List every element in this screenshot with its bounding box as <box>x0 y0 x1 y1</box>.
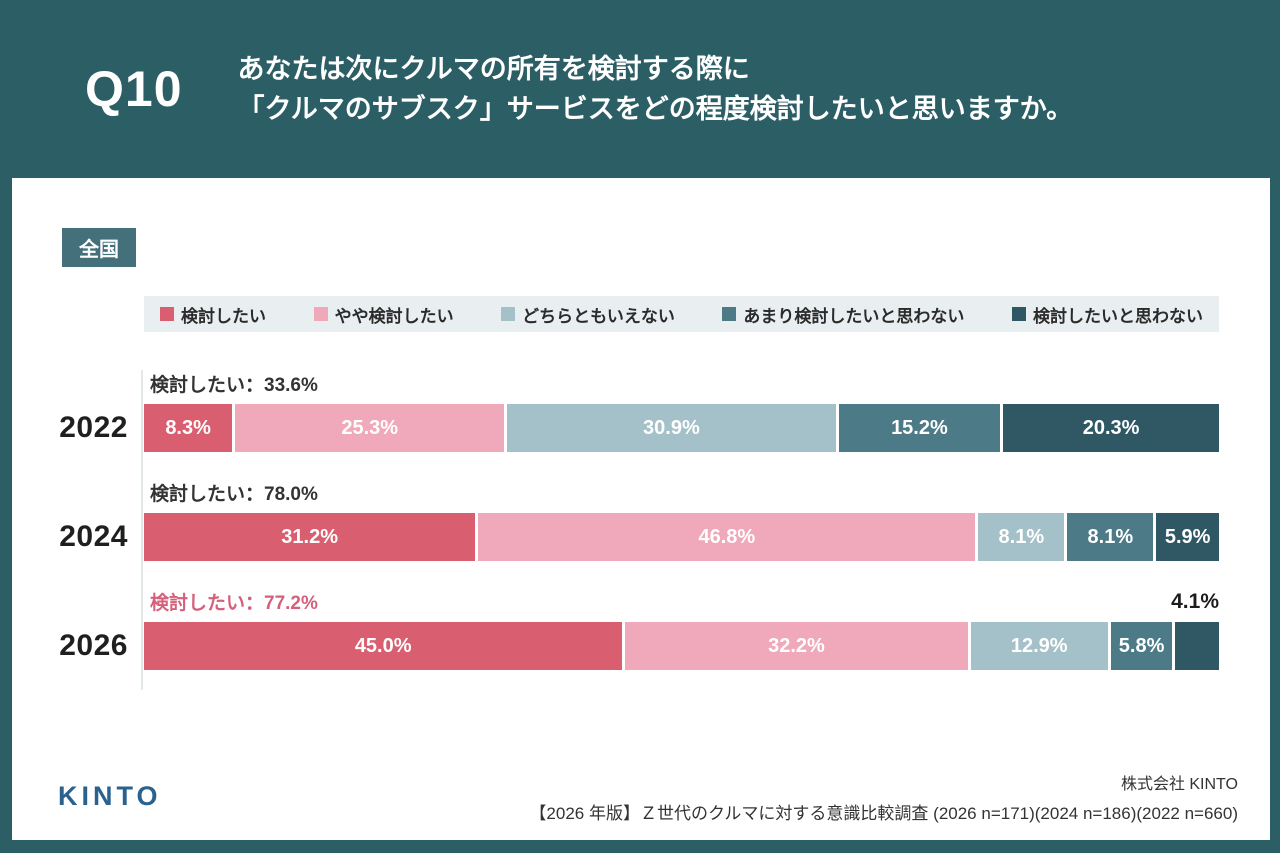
bar-segment-2022-2: 30.9% <box>507 404 836 452</box>
question-line-1: あなたは次にクルマの所有を検討する際に <box>237 53 750 84</box>
bar-wrap-2024: 2024 31.2% 46.8% 8.1% 8.1% 5.9% <box>59 513 1219 561</box>
bar-segment-2024-4: 5.9% <box>1156 513 1219 561</box>
bar-segment-2026-2: 12.9% <box>970 622 1108 670</box>
bar-segment-2024-2: 8.1% <box>978 513 1065 561</box>
row-annotation-2022: 検討したい：33.6% <box>150 375 318 396</box>
chart-row-2024: 検討したい：78.0% 2024 31.2% 46.8% 8.1% 8.1% 5.9% <box>59 483 1219 561</box>
bar-wrap-2026: 2026 4.1% 45.0% 32.2% 12.9% 5.8% <box>59 590 1219 670</box>
bar-segment-2024-1: 46.8% <box>478 513 976 561</box>
bar-segment-2026-4 <box>1175 622 1219 670</box>
year-label-2024: 2024 <box>59 520 128 553</box>
chart-axis-line <box>141 370 143 690</box>
region-badge: 全国 <box>62 228 136 267</box>
outside-value-label-2026: 4.1% <box>1171 590 1219 613</box>
legend-item-4: 検討したいと思わない <box>1011 302 1203 327</box>
bar-segment-2022-3: 15.2% <box>838 404 1001 452</box>
bar-segment-2022-1: 25.3% <box>235 404 505 452</box>
bar-segment-2026-1: 32.2% <box>625 622 968 670</box>
legend-swatch-icon <box>1011 307 1026 321</box>
question-line-2: 「クルマのサブスク」サービスをどの程度検討したいと思いますか。 <box>237 94 1074 124</box>
chart-card: 全国 検討したい やや検討したい どちらともいえない あまり検討したいと思わない 検討し… <box>12 178 1270 840</box>
legend-label: 検討したいと思わない <box>1032 306 1203 326</box>
stacked-bar-2022: 8.3% 25.3% 30.9% 15.2% 20.3% <box>144 404 1219 452</box>
stacked-bar-2024: 31.2% 46.8% 8.1% 8.1% 5.9% <box>144 513 1219 561</box>
survey-source: 【2026 年版】Ｚ世代のクルマに対する意識比較調査 (2026 n=171)(… <box>529 804 1238 823</box>
legend-swatch-icon <box>501 307 516 321</box>
kinto-logo: KINTO <box>58 781 162 811</box>
legend-label: やや検討したい <box>334 306 454 326</box>
bar-segment-2026-3: 5.8% <box>1110 622 1173 670</box>
legend-label: 検討したい <box>181 306 266 326</box>
legend-item-2: どちらともいえない <box>501 302 675 327</box>
legend-item-1: やや検討したい <box>313 302 454 327</box>
year-label-2022: 2022 <box>59 411 128 444</box>
chart-row-2022: 検討したい：33.6% 2022 8.3% 25.3% 30.9% 15.2% 20.3% <box>59 374 1219 452</box>
stacked-bar-chart: 検討したい：33.6% 2022 8.3% 25.3% 30.9% 15.2% 20.3% 検… <box>59 370 1219 690</box>
legend-swatch-icon <box>313 307 328 321</box>
legend-label: どちらともいえない <box>522 306 675 326</box>
row-annotation-2024: 検討したい：78.0% <box>150 484 318 505</box>
bar-segment-2024-0: 31.2% <box>144 513 476 561</box>
bar-segment-2022-0: 8.3% <box>144 404 233 452</box>
legend-label: あまり検討したいと思わない <box>743 306 965 326</box>
company-name: 株式会社 KINTO <box>1120 776 1238 793</box>
footer-credits: 株式会社 KINTO 【2026 年版】Ｚ世代のクルマに対する意識比較調査 (2… <box>529 770 1238 824</box>
year-label-2026: 2026 <box>59 629 128 662</box>
question-text: あなたは次にクルマの所有を検討する際に 「クルマのサブスク」サービスをどの程度検… <box>238 49 1074 130</box>
bar-segment-2026-0: 45.0% <box>144 622 623 670</box>
row-annotation-2026: 検討したい：77.2% <box>150 593 318 614</box>
legend-item-3: あまり検討したいと思わない <box>722 302 964 327</box>
chart-legend: 検討したい やや検討したい どちらともいえない あまり検討したいと思わない 検討したいと… <box>144 296 1219 332</box>
legend-swatch-icon <box>160 307 174 321</box>
chart-row-2026: 検討したい：77.2% 2026 4.1% 45.0% 32.2% 12.9% 5.8% <box>59 590 1219 670</box>
legend-swatch-icon <box>722 307 737 321</box>
bar-segment-2022-4: 20.3% <box>1003 404 1219 452</box>
question-header: Q10 あなたは次にクルマの所有を検討する際に 「クルマのサブスク」サービスをど… <box>0 0 1280 178</box>
question-number: Q10 <box>85 61 183 117</box>
bar-wrap-2022: 2022 8.3% 25.3% 30.9% 15.2% 20.3% <box>59 404 1219 452</box>
bar-segment-2024-3: 8.1% <box>1067 513 1154 561</box>
stacked-bar-2026: 45.0% 32.2% 12.9% 5.8% <box>144 622 1219 670</box>
legend-item-0: 検討したい <box>160 302 266 327</box>
